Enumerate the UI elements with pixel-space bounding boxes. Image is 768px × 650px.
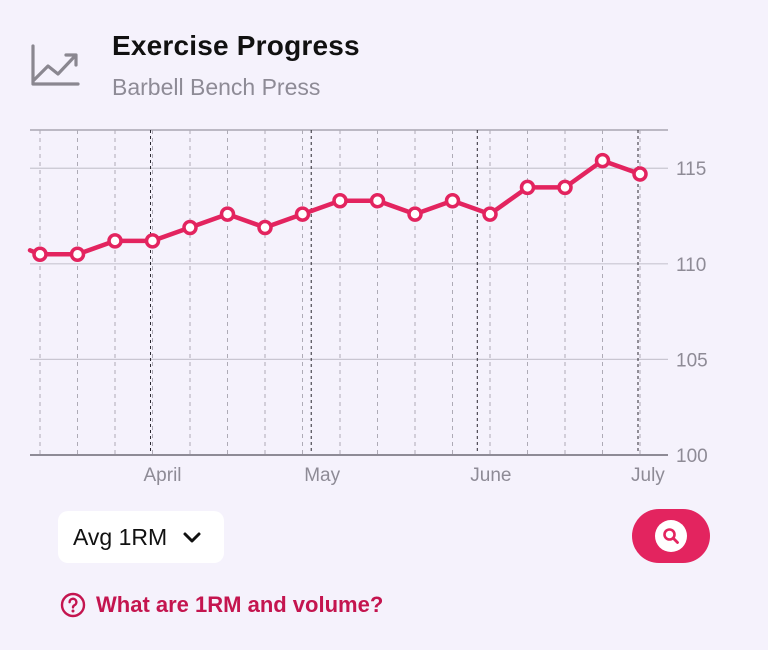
page-title: Exercise Progress (112, 30, 360, 61)
progress-chart[interactable]: 100 105 110 115 April May June July (0, 120, 768, 500)
exercise-name: Barbell Bench Press (112, 74, 321, 100)
data-point (294, 206, 311, 222)
y-tick-label: 115 (676, 159, 706, 180)
data-point (632, 166, 648, 182)
chevron-down-icon (183, 532, 201, 543)
data-point (594, 152, 611, 169)
data-point (182, 219, 198, 236)
data-point (69, 246, 86, 263)
y-tick-label: 105 (676, 350, 708, 371)
data-point (32, 246, 48, 263)
help-link-label: What are 1RM and volume? (96, 592, 384, 617)
data-point (482, 206, 498, 222)
x-tick-label: May (304, 465, 340, 486)
data-point (407, 206, 423, 222)
x-tick-label: April (144, 465, 182, 486)
data-point (257, 219, 273, 236)
data-point (332, 192, 348, 209)
data-point (369, 192, 386, 209)
zoom-button[interactable] (632, 509, 710, 563)
question-circle-icon (60, 592, 86, 618)
data-point (144, 233, 161, 249)
y-tick-label: 110 (676, 255, 706, 276)
help-link[interactable]: What are 1RM and volume? (60, 592, 383, 618)
metric-dropdown[interactable]: Avg 1RM (58, 511, 224, 563)
x-tick-label: June (470, 465, 511, 486)
x-tick-label: July (631, 465, 665, 486)
data-point (219, 206, 236, 222)
y-tick-label: 100 (676, 446, 708, 467)
data-point (557, 179, 573, 196)
chart-line-icon (28, 42, 84, 90)
data-point (444, 192, 461, 209)
magnifier-icon (655, 520, 687, 552)
data-point (519, 179, 536, 196)
metric-dropdown-label: Avg 1RM (73, 523, 168, 550)
data-point (107, 233, 123, 249)
